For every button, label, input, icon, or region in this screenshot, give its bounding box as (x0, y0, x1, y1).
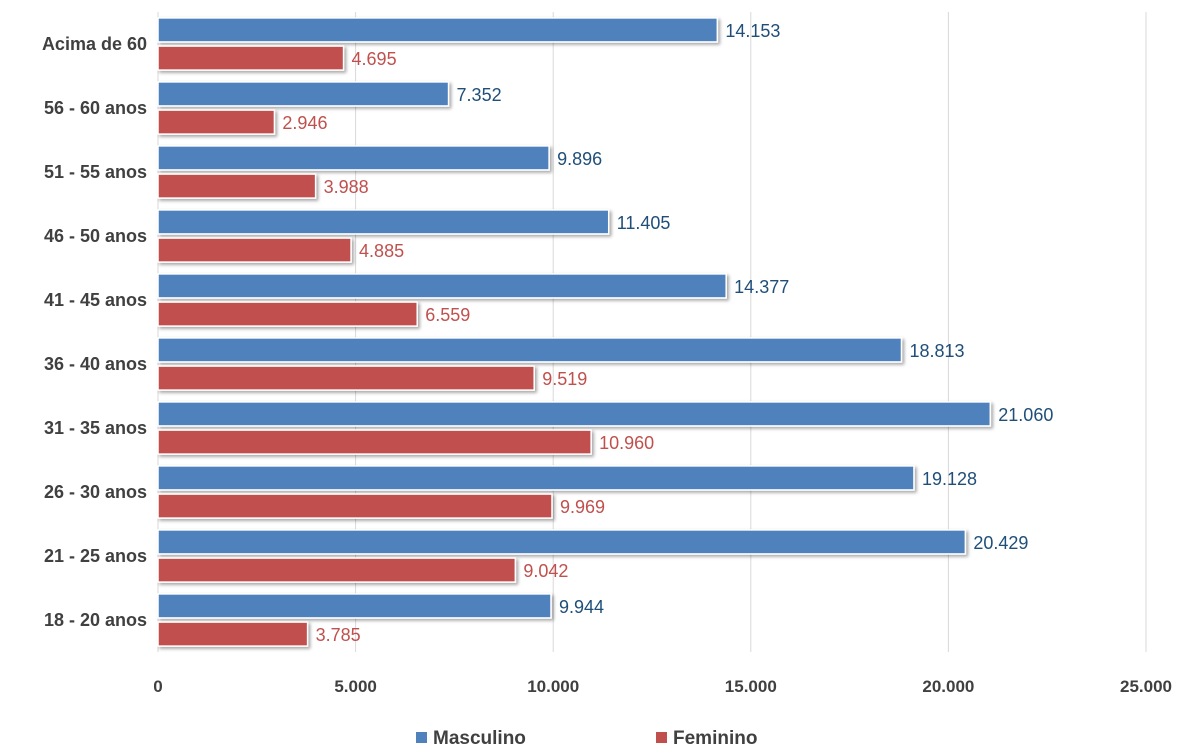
bar-feminino (157, 621, 309, 647)
bar-feminino (157, 429, 592, 455)
legend-swatch (416, 732, 427, 743)
data-label: 2.946 (282, 113, 327, 133)
gridlines (157, 12, 1147, 652)
data-label: 4.695 (352, 49, 397, 69)
data-label: 11.405 (617, 213, 671, 233)
x-tick-label: 0 (153, 677, 162, 696)
bar-masculino (157, 465, 915, 491)
data-label: 6.559 (425, 305, 470, 325)
bar-masculino (157, 273, 727, 299)
bar-masculino (157, 529, 967, 555)
category-label: 46 - 50 anos (44, 226, 147, 246)
category-label: 51 - 55 anos (44, 162, 147, 182)
bar-masculino (157, 17, 719, 43)
legend-label: Feminino (673, 728, 757, 749)
legend-swatch (656, 732, 667, 743)
bar-feminino (157, 493, 553, 519)
category-label: 26 - 30 anos (44, 482, 147, 502)
data-label: 9.944 (559, 597, 604, 617)
legend: Masculino Feminino (416, 728, 757, 749)
data-label: 7.352 (457, 85, 502, 105)
x-tick-label: 25.000 (1120, 677, 1172, 696)
category-label: 41 - 45 anos (44, 290, 147, 310)
data-label: 9.896 (557, 149, 602, 169)
bar-masculino (157, 81, 450, 107)
bar-feminino (157, 365, 535, 391)
bar-feminino (157, 557, 517, 583)
bar-masculino (157, 401, 992, 427)
category-label: 56 - 60 anos (44, 98, 147, 118)
bar-masculino (157, 593, 552, 619)
data-label: 4.885 (359, 241, 404, 261)
data-label: 18.813 (909, 341, 964, 361)
data-label: 20.429 (973, 533, 1028, 553)
labels: 0 5.000 10.000 15.000 20.000 25.000 Acima de 6… (42, 21, 1172, 696)
data-label: 10.960 (599, 433, 654, 453)
data-label: 9.519 (542, 369, 587, 389)
legend-label: Masculino (433, 728, 526, 749)
data-label: 3.988 (324, 177, 369, 197)
bar-feminino (157, 173, 317, 199)
bar-feminino (157, 45, 345, 71)
x-tick-label: 15.000 (725, 677, 777, 696)
bars (157, 17, 992, 647)
bar-masculino (157, 337, 903, 363)
category-label: 31 - 35 anos (44, 418, 147, 438)
category-label: 21 - 25 anos (44, 546, 147, 566)
bar-feminino (157, 109, 276, 135)
bar-feminino (157, 301, 418, 327)
x-tick-label: 5.000 (334, 677, 377, 696)
data-label: 9.969 (560, 497, 605, 517)
category-label: Acima de 60 (42, 34, 147, 54)
category-label: 18 - 20 anos (44, 610, 147, 630)
data-label: 14.153 (725, 21, 780, 41)
x-tick-label: 20.000 (922, 677, 974, 696)
bar-masculino (157, 209, 610, 235)
x-tick-label: 10.000 (527, 677, 579, 696)
data-label: 9.042 (523, 561, 568, 581)
data-label: 3.785 (316, 625, 361, 645)
category-label: 36 - 40 anos (44, 354, 147, 374)
data-label: 19.128 (922, 469, 977, 489)
bar-masculino (157, 145, 550, 171)
data-label: 14.377 (734, 277, 789, 297)
bar-feminino (157, 237, 352, 263)
data-label: 21.060 (998, 405, 1053, 425)
